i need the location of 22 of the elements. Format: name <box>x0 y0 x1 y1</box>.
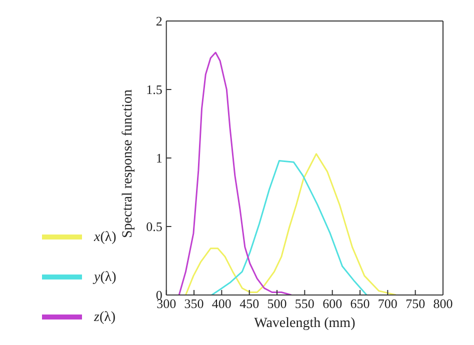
line-series <box>178 52 292 295</box>
legend-label: x(λ) <box>94 230 116 245</box>
x-tick-label: 400 <box>212 296 232 312</box>
legend-label: z(λ) <box>94 310 116 325</box>
y-tick-label: 2 <box>156 14 162 29</box>
x-tick-label: 650 <box>350 296 370 312</box>
y-tick-label: 1.5 <box>146 82 162 98</box>
line-series <box>184 153 397 295</box>
legend-label: y(λ) <box>94 270 116 285</box>
line-series <box>210 160 368 295</box>
y-axis-title: Spectral response function <box>120 89 136 238</box>
y-tick-label: 0.5 <box>146 219 162 234</box>
y-tick-label: 1 <box>156 150 162 166</box>
x-tick-label: 550 <box>294 296 314 312</box>
x-tick-label: 450 <box>240 296 260 312</box>
x-tick-label: 500 <box>267 296 287 312</box>
x-tick-label: 800 <box>433 296 453 312</box>
x-axis-title: Wavelength (mm) <box>254 316 356 331</box>
x-tick-label: 600 <box>322 296 342 312</box>
x-tick-label: 750 <box>406 296 426 312</box>
x-tick-label: 350 <box>184 296 204 312</box>
x-tick-label: 700 <box>378 296 398 312</box>
